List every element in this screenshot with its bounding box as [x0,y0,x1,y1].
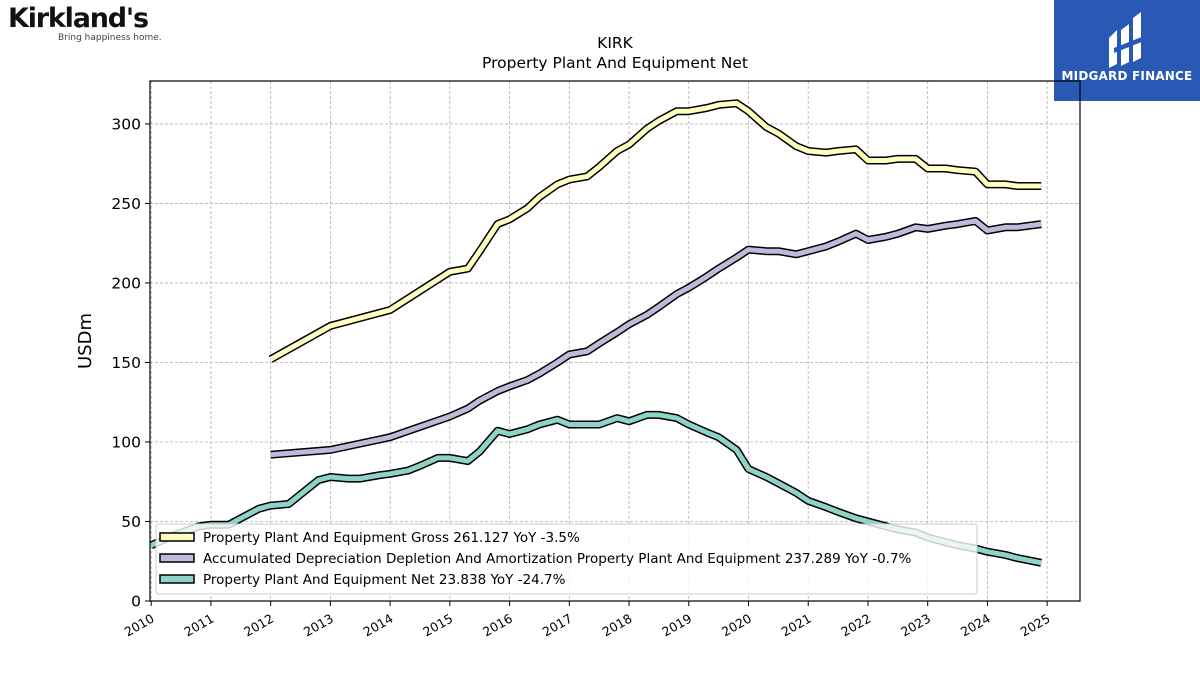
y-tick-label: 300 [111,115,141,133]
x-tick-label: 2020 [719,611,754,640]
x-tick-label: 2011 [181,611,216,640]
publisher-logo-text: MIDGARD FINANCE [1061,69,1193,83]
plot-frame [149,80,1081,602]
x-tick-label: 2021 [779,611,814,640]
publisher-logo: MIDGARD FINANCE [1054,0,1200,101]
x-tick-label: 2017 [540,611,575,640]
x-tick-label: 2023 [898,611,933,640]
y-tick-label: 200 [111,274,141,292]
y-tick-label: 100 [111,433,141,451]
chart-grid [150,81,1080,602]
legend-swatch-net [159,574,195,584]
x-tick-label: 2025 [1018,611,1053,640]
legend-label-depreciation: Accumulated Depreciation Depletion And A… [203,551,912,567]
series-line-depreciation-outline [270,216,1042,459]
chart-title: KIRK [597,34,634,52]
company-logo-tagline: Bring happiness home. [58,33,162,43]
y-tick-label: 0 [131,593,141,611]
x-tick-label: 2013 [301,611,336,640]
company-logo-wordmark: Kirkland's [8,3,149,34]
legend-swatch-depreciation [159,553,195,563]
series-line-depreciation [270,218,1042,458]
chart-series [149,99,1042,567]
y-tick-label: 250 [111,195,141,213]
x-tick-label: 2022 [838,611,873,640]
x-tick-label: 2014 [361,611,396,640]
series-line-gross [269,100,1042,362]
y-axis: 0 50 100 150 200 250 300 [111,115,150,611]
legend-box [155,523,978,595]
x-tick-label: 2016 [480,611,515,640]
x-axis: 2010 2011 2012 2013 2014 2015 2016 2017 2018 2019… [122,601,1053,640]
y-tick-label: 150 [111,354,141,372]
x-tick-label: 2019 [659,611,694,640]
chart-subtitle: Property Plant And Equipment Net [482,54,748,72]
legend-swatch-gross [159,532,195,542]
legend-label-gross: Property Plant And Equipment Gross 261.1… [203,530,580,546]
x-tick-label: 2024 [958,611,993,640]
publisher-logo-mark [1109,12,1144,68]
legend-label-net: Property Plant And Equipment Net 23.838 … [203,572,566,588]
x-tick-label: 2010 [122,611,157,640]
y-axis-label: USDm [75,313,96,369]
x-tick-label: 2015 [420,611,455,640]
x-tick-label: 2018 [599,611,634,640]
legend: Property Plant And Equipment Gross 261.1… [155,523,978,595]
company-logo: Kirkland's Bring happiness home. [8,4,168,52]
x-tick-label: 2012 [241,611,276,640]
y-tick-label: 50 [121,513,141,531]
